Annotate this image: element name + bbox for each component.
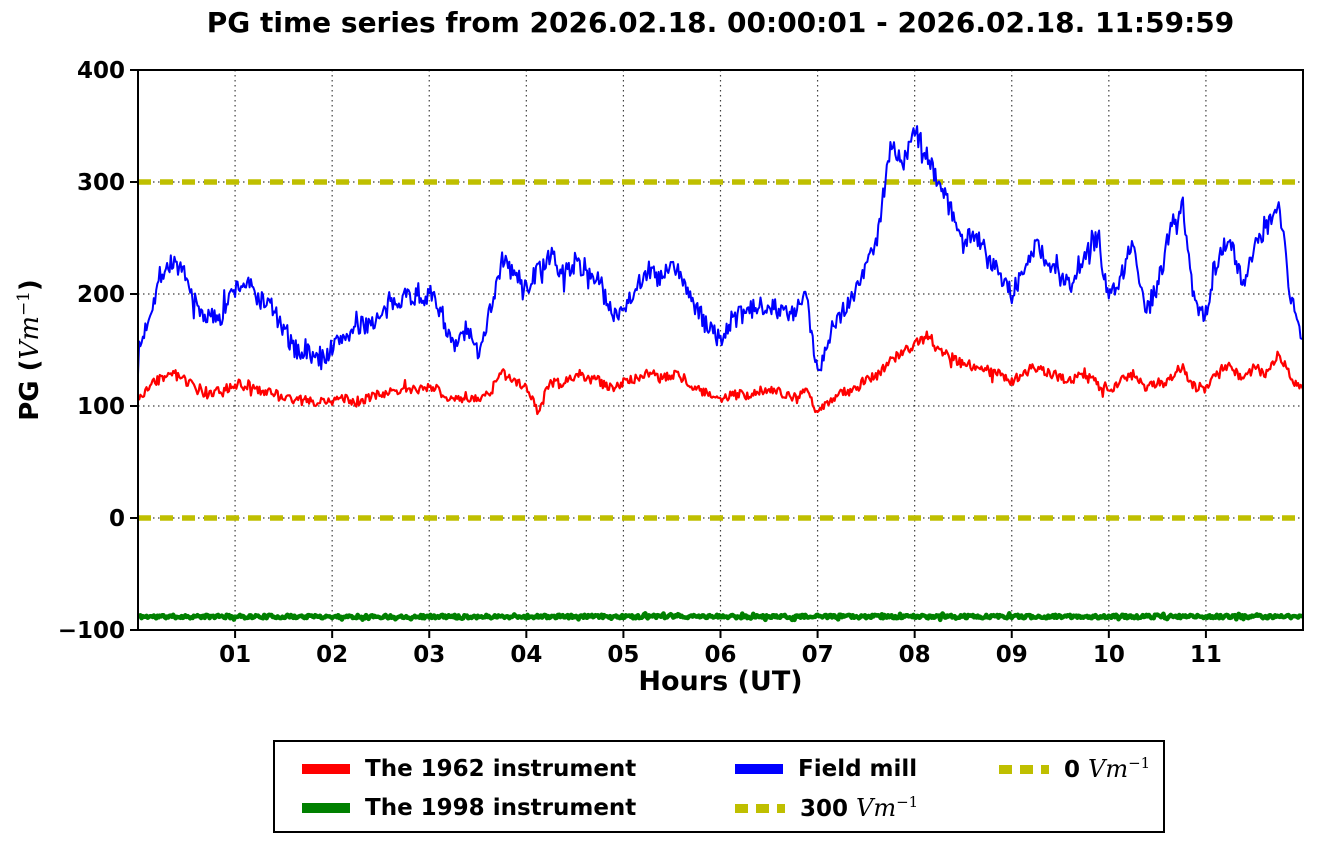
x-tick-label: 10: [1093, 642, 1125, 668]
legend-label: 0 Vm−1: [1064, 754, 1151, 783]
legend-item-1998: The 1998 instrument: [302, 792, 636, 824]
yellow-dashed-swatch: [735, 803, 785, 813]
legend-item-0: 0 Vm−1: [999, 753, 1150, 785]
x-tick-label: 09: [996, 642, 1028, 668]
series-field-mill: [137, 125, 1303, 375]
y-tick-label: −100: [58, 618, 125, 644]
legend-label: The 1962 instrument: [365, 756, 637, 782]
legend-item-1962: The 1962 instrument: [302, 753, 636, 785]
legend-label: 300 Vm−1: [800, 793, 919, 822]
yellow-dashed-swatch: [999, 764, 1049, 774]
x-tick-label: 03: [413, 642, 445, 668]
plot-area: 01 02 03 04 05 06 07 08 09 10 11 400 300 200 100 0 −100: [58, 58, 1305, 668]
x-tick-label: 11: [1190, 642, 1222, 668]
y-tick-label: 300: [77, 170, 125, 196]
x-tick-label: 07: [802, 642, 834, 668]
red-line-swatch: [302, 764, 350, 774]
y-tick-label: 100: [77, 394, 125, 420]
chart-title: PG time series from 2026.02.18. 00:00:01…: [206, 6, 1235, 39]
x-tick-label: 02: [316, 642, 348, 668]
y-tick-label: 200: [77, 282, 125, 308]
green-line-swatch: [302, 803, 350, 813]
legend: The 1962 instrument The 1998 instrument …: [273, 740, 1165, 833]
x-tick-label: 08: [899, 642, 931, 668]
series-the-1998-instrument: [136, 611, 1305, 623]
y-axis-label: PG (Vm−1): [13, 279, 45, 421]
legend-item-field-mill: Field mill: [735, 753, 917, 785]
blue-line-swatch: [735, 764, 783, 774]
series-the-1962-instrument: [136, 330, 1305, 416]
y-tick-label: 0: [109, 506, 125, 532]
legend-item-300: 300 Vm−1: [735, 792, 918, 824]
y-tick-label: 400: [77, 58, 125, 84]
x-tick-label: 01: [219, 642, 251, 668]
x-tick-label: 05: [607, 642, 639, 668]
legend-label: Field mill: [798, 756, 918, 782]
x-tick-label: 06: [704, 642, 736, 668]
x-tick-label: 04: [510, 642, 542, 668]
x-axis-label: Hours (UT): [638, 666, 803, 697]
legend-label: The 1998 instrument: [365, 795, 637, 821]
